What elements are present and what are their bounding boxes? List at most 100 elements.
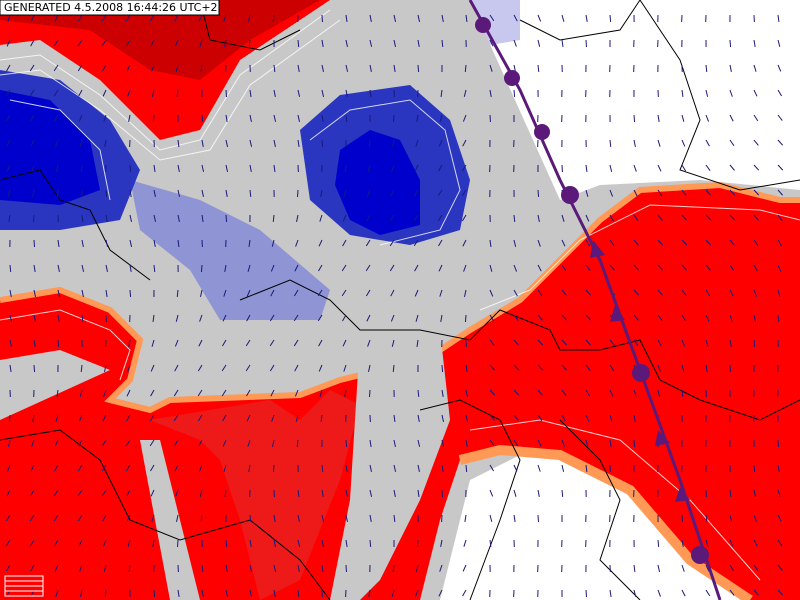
wind-barb <box>9 289 12 297</box>
wind-barb <box>393 439 396 447</box>
wind-barb <box>126 64 131 72</box>
wind-barb <box>777 289 781 297</box>
wind-barb <box>321 514 325 522</box>
wind-barb <box>103 564 107 572</box>
clear-area <box>440 455 740 600</box>
wind-barb <box>33 289 37 297</box>
wind-barb <box>345 14 348 22</box>
wind-barb <box>729 39 732 48</box>
wind-barb <box>199 314 203 322</box>
gray-gap <box>330 330 450 600</box>
wind-barb <box>269 339 275 347</box>
wind-barb <box>729 289 734 297</box>
wind-barb <box>705 339 709 347</box>
wind-barb <box>561 414 566 422</box>
wind-barb <box>77 514 83 522</box>
wind-barb <box>585 414 590 422</box>
wind-barb <box>389 239 395 247</box>
wind-barb <box>293 339 299 347</box>
wind-barb <box>415 564 419 572</box>
wind-barb <box>247 439 251 447</box>
wind-barb <box>705 289 711 297</box>
wind-barb <box>247 264 251 272</box>
wind-barb <box>657 164 662 172</box>
wind-barb <box>513 214 516 223</box>
wind-barb <box>489 364 496 371</box>
wind-barb <box>177 189 181 197</box>
wind-barb <box>681 114 685 122</box>
wind-barb <box>462 139 467 147</box>
wind-barb <box>174 364 179 372</box>
wind-barb <box>561 289 567 296</box>
wind-barb <box>609 364 615 372</box>
wind-barb <box>729 139 735 147</box>
wind-barb <box>753 64 757 72</box>
wind-barb <box>633 564 636 573</box>
wind-barb <box>729 214 736 221</box>
wind-barb <box>342 214 347 222</box>
wind-barb <box>9 364 12 372</box>
wind-barb <box>729 514 733 522</box>
warm-core <box>0 0 320 80</box>
wind-barb <box>705 214 712 221</box>
wind-barb <box>80 164 83 173</box>
wind-barb <box>390 314 395 322</box>
wind-barb <box>437 214 443 222</box>
wind-barb <box>633 264 640 271</box>
wind-barb <box>561 464 565 472</box>
wind-barb <box>29 539 35 547</box>
wind-barb <box>416 114 419 122</box>
wind-barb <box>417 439 421 447</box>
wind-barb <box>657 139 661 147</box>
wind-barb <box>101 489 107 497</box>
wind-barb <box>657 339 662 347</box>
wind-barb <box>297 89 301 97</box>
wind-barb <box>392 139 395 147</box>
wind-barb <box>753 89 758 97</box>
wind-barb <box>78 539 83 547</box>
wind-barb <box>345 114 348 123</box>
wind-barb <box>465 364 468 372</box>
wind-barb <box>176 289 179 298</box>
wind-barb <box>175 314 179 322</box>
wind-barb <box>198 339 203 347</box>
wind-barb <box>246 289 251 297</box>
wind-barb <box>729 64 732 72</box>
wind-barb <box>342 239 347 247</box>
wind-barb <box>297 114 300 122</box>
wind-barb <box>198 439 203 447</box>
wind-barb <box>177 589 180 597</box>
wind-barb <box>198 14 203 22</box>
wind-barb <box>149 414 155 422</box>
wind-barb <box>77 489 83 497</box>
wind-barb <box>414 189 419 197</box>
wind-barb <box>463 264 467 272</box>
wind-barb <box>177 214 180 222</box>
wind-barb <box>320 414 323 423</box>
wind-barb <box>341 264 347 272</box>
wind-barb <box>9 339 12 347</box>
wind-barb <box>200 264 203 273</box>
wind-barb <box>561 489 564 498</box>
wind-barb <box>177 164 180 172</box>
wind-barb <box>461 214 467 222</box>
wind-barb <box>6 139 11 147</box>
wind-barb <box>126 389 131 397</box>
wind-barb <box>293 289 299 297</box>
wind-barb <box>248 39 251 48</box>
wind-barb <box>633 114 636 123</box>
wind-barb <box>29 89 35 97</box>
wind-barb <box>293 314 299 322</box>
wind-barb <box>441 39 444 48</box>
wind-barb <box>414 164 419 172</box>
wind-barb <box>537 264 542 272</box>
wind-barb <box>729 489 732 498</box>
wind-barb <box>199 489 203 497</box>
wind-barb <box>317 289 323 297</box>
wind-barb <box>369 14 372 22</box>
wind-barb <box>176 89 179 98</box>
wind-barb <box>345 439 348 448</box>
wind-barb <box>777 589 784 596</box>
wind-barb <box>317 314 323 322</box>
